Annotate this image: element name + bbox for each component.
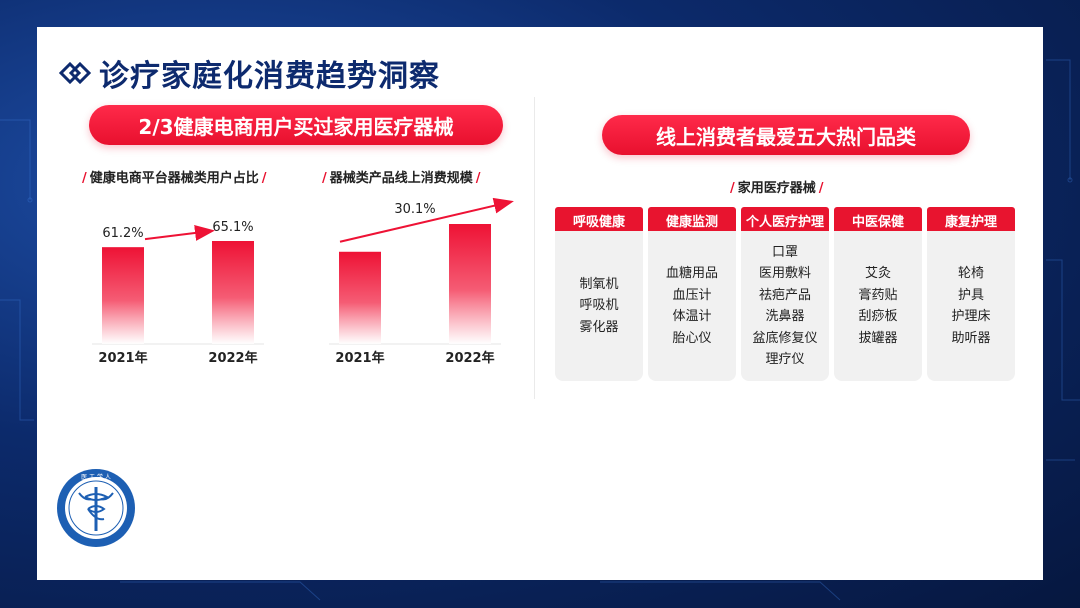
bar-2021年 [102, 247, 144, 344]
category-body: 血糖用品血压计体温计胎心仪 [648, 231, 736, 381]
category-item: 膏药贴 [858, 287, 898, 303]
category-item: 护具 [957, 287, 984, 303]
category-item: 助听器 [951, 330, 991, 346]
category-item: 艾灸 [864, 266, 891, 281]
category-item: 医用敷料 [758, 266, 811, 281]
category-column: 呼吸健康制氧机呼吸机雾化器 [555, 207, 643, 381]
category-item: 体温计 [672, 309, 712, 324]
category-item: 拔罐器 [858, 330, 898, 346]
category-item: 呼吸机 [579, 298, 619, 314]
bar-2022年 [449, 224, 491, 344]
category-header: 康复护理 [927, 207, 1015, 233]
data-label: 61.2% [102, 226, 143, 241]
category-item: 口罩 [771, 244, 798, 260]
category-item: 刮痧板 [858, 309, 898, 324]
logo-text: 医 工 学 人 [81, 473, 111, 481]
org-seal-logo: 医 工 学 人 [57, 469, 135, 547]
left-banner: 2/3健康电商用户买过家用医疗器械 [89, 105, 503, 145]
bar-2022年 [212, 241, 254, 344]
category-header: 呼吸健康 [555, 207, 643, 233]
chart1-title: / 健康电商平台器械类用户占比 / [82, 171, 267, 186]
charts-area: 2021年 61.2% 2022年 65.1% 2021年 2022年 30.1% [92, 197, 514, 366]
trend-arrow [339, 197, 514, 243]
title-row: 诊疗家庭化消费趋势洞察 [59, 53, 440, 94]
diamond-logo-icon [59, 62, 91, 84]
category-body: 制氧机 呼吸机 雾化器 [555, 231, 643, 381]
category-item: 制氧机 [579, 276, 619, 292]
category-item: 洗鼻器 [765, 309, 805, 324]
category-item: 理疗仪 [765, 352, 805, 367]
category-header: 中医保健 [834, 207, 922, 233]
category-item: 雾化器 [579, 319, 619, 335]
data-label: 65.1% [212, 220, 253, 235]
growth-label: 30.1% [394, 202, 435, 217]
right-banner: 线上消费者最爱五大热门品类 [602, 115, 970, 155]
section-divider [534, 97, 535, 399]
categories-label: / 家用医疗器械 / [730, 181, 824, 196]
category-item: 轮椅 [957, 266, 984, 281]
category-column: 健康监测血糖用品血压计体温计胎心仪 [648, 207, 736, 381]
category-body: 口罩医用敷料祛疤产品洗鼻器盆底修复仪理疗仪 [741, 231, 829, 381]
category-item: 胎心仪 [672, 330, 712, 346]
trend-arrow [144, 225, 215, 241]
bar-2021年 [339, 251, 381, 344]
chart2-title: / 器械类产品线上消费规模 / [322, 171, 481, 186]
x-tick-label: 2021年 [335, 350, 384, 366]
category-body: 轮椅护具护理床助听器 [927, 231, 1015, 381]
category-body: 艾灸膏药贴刮痧板拔罐器 [834, 231, 922, 381]
category-column: 康复护理轮椅护具护理床助听器 [927, 207, 1015, 381]
category-item: 血压计 [672, 287, 712, 303]
category-column: 个人医疗护理口罩医用敷料祛疤产品洗鼻器盆底修复仪理疗仪 [741, 207, 829, 381]
category-header: 健康监测 [648, 207, 736, 233]
x-tick-label: 2022年 [208, 350, 257, 366]
category-item: 盆底修复仪 [752, 330, 818, 346]
category-item: 祛疤产品 [758, 287, 811, 303]
x-tick-label: 2021年 [98, 350, 147, 366]
category-item: 护理床 [951, 309, 991, 324]
category-column: 中医保健艾灸膏药贴刮痧板拔罐器 [834, 207, 922, 381]
x-tick-label: 2022年 [445, 350, 494, 366]
page-title: 诊疗家庭化消费趋势洞察 [99, 59, 440, 94]
category-header: 个人医疗护理 [741, 207, 829, 233]
slide-card: 诊疗家庭化消费趋势洞察 2/3健康电商用户买过家用医疗器械 线上消费者最爱五大热… [37, 27, 1043, 580]
category-item: 血糖用品 [665, 266, 718, 281]
